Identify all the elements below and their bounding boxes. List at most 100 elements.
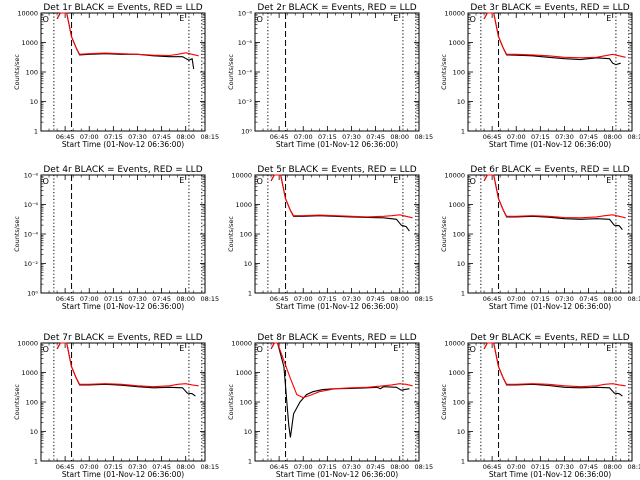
x-tick-label: 08:15	[200, 295, 219, 303]
x-tick-label: 08:15	[414, 295, 433, 303]
x-tick-label: 08:15	[200, 463, 219, 471]
x-tick-label: 07:30	[128, 133, 147, 141]
y-tick-label: 10	[30, 428, 38, 436]
x-tick-label: 07:00	[80, 463, 99, 471]
x-tick-label: 06:45	[483, 463, 502, 471]
lld-series-line	[270, 174, 413, 219]
x-tick-label: 06:45	[483, 295, 502, 303]
y-tick-label: 10⁻²	[238, 98, 253, 106]
y-tick-label: 1	[248, 458, 252, 466]
x-tick-label: 07:45	[579, 295, 598, 303]
end-mark-symbol: E	[179, 176, 184, 185]
y-tick-label: 1000	[21, 39, 38, 47]
y-tick-label: 10⁻⁴	[24, 231, 39, 239]
plot-frame	[467, 342, 633, 462]
x-axis-label: Start Time (01-Nov-12 06:36:00)	[489, 470, 611, 479]
x-tick-label: 08:00	[176, 133, 195, 141]
x-tick-label: 08:00	[390, 295, 409, 303]
panel-title: Det 9r BLACK = Events, RED = LLD	[470, 333, 629, 343]
plot-frame	[467, 12, 633, 132]
y-tick-label: 1000	[235, 201, 252, 209]
events-series-line	[270, 174, 410, 232]
x-axis-label: Start Time (01-Nov-12 06:36:00)	[276, 470, 398, 479]
x-tick-label: 08:00	[603, 295, 622, 303]
y-tick-label: 1	[461, 128, 465, 136]
x-axis-label: Start Time (01-Nov-12 06:36:00)	[489, 140, 611, 149]
y-tick-label: 10000	[231, 340, 252, 348]
y-tick-label: 100	[453, 399, 465, 407]
x-axis-label: Start Time (01-Nov-12 06:36:00)	[276, 140, 398, 149]
events-series-line	[270, 342, 410, 438]
end-mark-symbol: E	[393, 344, 398, 353]
x-tick-label: 07:15	[104, 295, 123, 303]
x-tick-label: 08:15	[414, 133, 433, 141]
x-tick-label: 07:00	[294, 133, 313, 141]
y-axis-label: Counts/sec	[13, 216, 21, 252]
end-mark-symbol: E	[393, 14, 398, 23]
start-mark-symbol: O	[257, 345, 263, 354]
x-axis-label: Start Time (01-Nov-12 06:36:00)	[62, 470, 184, 479]
y-tick-label: 100	[453, 69, 465, 77]
start-mark-symbol: O	[470, 15, 476, 24]
x-tick-label: 07:30	[342, 133, 361, 141]
y-tick-label: 1	[34, 128, 38, 136]
start-mark-symbol: O	[257, 177, 263, 186]
end-mark-symbol: E	[179, 14, 184, 23]
x-axis-label: Start Time (01-Nov-12 06:36:00)	[276, 302, 398, 311]
y-tick-label: 100	[453, 231, 465, 239]
y-axis-label: Counts/sec	[227, 384, 235, 420]
y-tick-label: 10⁰	[27, 290, 38, 298]
y-tick-label: 1000	[21, 369, 38, 377]
x-tick-label: 07:30	[128, 463, 147, 471]
end-mark-symbol: E	[179, 344, 184, 353]
x-tick-label: 07:15	[318, 295, 337, 303]
lld-series-line	[483, 174, 626, 219]
start-mark-symbol: O	[43, 177, 49, 186]
y-axis-label: Counts/sec	[13, 54, 21, 90]
x-tick-label: 07:00	[294, 463, 313, 471]
x-tick-label: 08:15	[414, 463, 433, 471]
x-tick-label: 07:45	[366, 133, 385, 141]
x-tick-label: 07:45	[579, 133, 598, 141]
plot-frame	[254, 174, 420, 294]
x-tick-label: 06:45	[270, 133, 289, 141]
y-tick-label: 100	[240, 231, 252, 239]
plot-frame	[40, 342, 206, 462]
x-tick-label: 07:15	[104, 133, 123, 141]
panel-title: Det 2r BLACK = Events, RED = LLD	[257, 3, 416, 13]
plot-frame	[254, 342, 420, 462]
y-tick-label: 10	[457, 428, 465, 436]
y-tick-label: 10000	[444, 340, 465, 348]
y-tick-label: 100	[240, 399, 252, 407]
x-tick-label: 07:30	[555, 463, 574, 471]
x-tick-label: 07:15	[531, 133, 550, 141]
y-axis-label: Counts/sec	[13, 384, 21, 420]
x-tick-label: 07:15	[318, 133, 337, 141]
x-tick-label: 08:00	[176, 295, 195, 303]
x-tick-label: 07:45	[579, 463, 598, 471]
x-tick-label: 07:00	[80, 133, 99, 141]
x-tick-label: 06:45	[56, 295, 75, 303]
panel-title: Det 3r BLACK = Events, RED = LLD	[470, 3, 629, 13]
x-tick-label: 07:30	[555, 295, 574, 303]
x-tick-label: 08:15	[627, 295, 640, 303]
y-tick-label: 10000	[17, 340, 38, 348]
y-tick-label: 10⁻²	[24, 260, 39, 268]
x-tick-label: 07:30	[342, 295, 361, 303]
lld-series-line	[483, 12, 626, 59]
plot-frame	[40, 174, 206, 294]
x-tick-label: 08:15	[627, 133, 640, 141]
y-tick-label: 10	[244, 260, 252, 268]
x-tick-label: 07:00	[507, 133, 526, 141]
y-tick-label: 100	[26, 69, 38, 77]
y-tick-label: 10⁻⁸	[24, 172, 39, 180]
x-tick-label: 07:15	[318, 463, 337, 471]
x-tick-label: 07:00	[80, 295, 99, 303]
x-tick-label: 07:00	[507, 295, 526, 303]
y-axis-label: Counts/sec	[440, 384, 448, 420]
x-tick-label: 07:45	[152, 133, 171, 141]
x-tick-label: 07:45	[366, 295, 385, 303]
x-tick-label: 08:00	[390, 463, 409, 471]
y-tick-label: 1	[34, 458, 38, 466]
